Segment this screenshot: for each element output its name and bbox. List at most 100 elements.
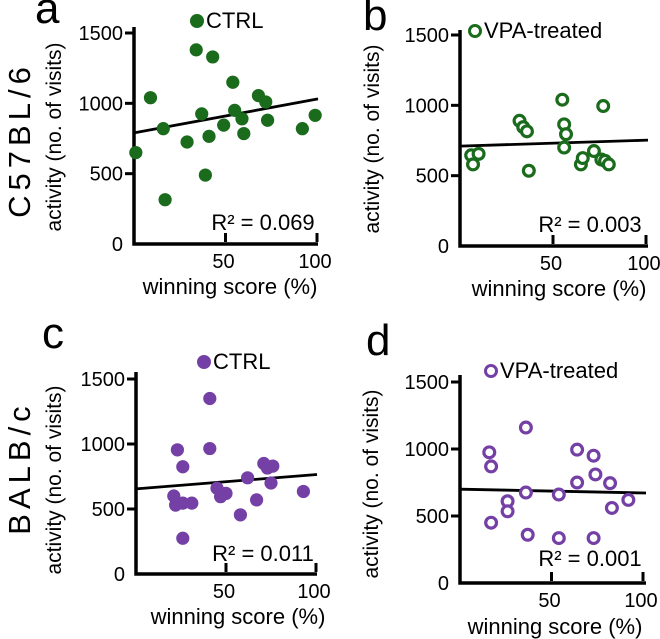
ctrl-filled-dot-icon [190, 14, 204, 28]
data-point-c [185, 496, 199, 510]
data-point-c [203, 441, 217, 456]
y-tick-label-d: 500 [416, 506, 449, 528]
data-point-d [520, 527, 535, 542]
data-point-a [129, 145, 143, 160]
axes-b [458, 30, 648, 248]
x-tick-label-c: 100 [297, 581, 330, 603]
data-point-d [551, 531, 566, 546]
data-point-a [259, 95, 273, 109]
trend-line-c [135, 473, 318, 491]
data-point-d [482, 445, 497, 460]
x-tick-label-c: 50 [213, 581, 235, 603]
r-squared-a: R² = 0.069 [211, 210, 315, 235]
data-point-c [219, 486, 233, 500]
data-point-c [233, 508, 247, 522]
data-point-b [559, 127, 574, 142]
data-point-a [202, 129, 216, 143]
axes-c [134, 372, 317, 576]
data-point-d [588, 467, 603, 482]
row-label-balbc: BALB/c [2, 401, 37, 535]
data-point-d [551, 487, 566, 502]
y-tick-label-b: 0 [438, 236, 449, 258]
y-tick-label-c: 0 [114, 564, 125, 586]
legend-label-b: VPA-treated [484, 18, 603, 43]
data-point-a [295, 122, 309, 136]
x-tick-label-d: 50 [538, 590, 560, 612]
data-point-a [180, 135, 194, 149]
y-tick-label-b: 500 [416, 166, 449, 188]
data-point-c [296, 484, 310, 499]
y-tick-label-a: 1500 [79, 23, 124, 45]
y-tick-label-a: 500 [90, 164, 123, 186]
data-point-a [226, 75, 240, 89]
x-tick-label-b: 100 [627, 253, 660, 275]
data-point-a [235, 112, 249, 126]
y-tick-label-b: 1000 [405, 95, 450, 117]
x-axis-label-b: winning score (%) [471, 276, 647, 301]
legend-label-d: VPA-treated [500, 358, 619, 383]
legend-c: CTRL [197, 349, 270, 375]
data-point-a [158, 193, 172, 207]
data-point-d [586, 531, 601, 546]
data-point-a [195, 107, 209, 121]
trend-line-b [459, 138, 649, 148]
panel-letter-c: c [42, 309, 64, 358]
data-point-c [250, 493, 264, 507]
data-point-c [264, 476, 278, 490]
vpa-open-circle-icon [484, 364, 498, 378]
data-point-d [603, 476, 618, 491]
axes-a [132, 27, 318, 246]
data-point-b [555, 92, 570, 107]
y-tick-label-a: 0 [112, 234, 123, 256]
data-point-d [586, 448, 601, 463]
data-point-a [217, 118, 231, 132]
legend-b: VPA-treated [468, 18, 602, 44]
y-axis-label-d: activity (no. of visits) [360, 389, 383, 579]
panel-letter-b: b [363, 0, 388, 40]
data-point-b [575, 151, 590, 166]
data-point-d [604, 500, 619, 515]
data-point-b [466, 157, 481, 172]
axes-d [458, 375, 646, 585]
r-squared-d: R² = 0.001 [538, 546, 642, 571]
data-point-d [621, 492, 636, 507]
data-point-b [596, 99, 611, 114]
data-point-a [198, 168, 212, 182]
data-point-d [570, 442, 585, 457]
y-axis-label-c: activity (no. of visits) [43, 385, 66, 575]
data-point-c [241, 471, 255, 485]
vpa-open-circle-icon [468, 24, 482, 38]
data-point-c [170, 443, 184, 457]
x-axis-label-d: winning score (%) [467, 614, 643, 639]
data-point-a [143, 91, 158, 105]
legend-label-c: CTRL [213, 349, 271, 374]
data-point-c [203, 391, 217, 406]
y-tick-label-c: 1500 [81, 369, 126, 391]
legend-label-a: CTRL [206, 8, 264, 33]
y-axis-label-b: activity (no. of visits) [361, 44, 384, 234]
x-tick-label-a: 50 [212, 251, 234, 273]
data-point-a [308, 108, 322, 122]
y-tick-label-c: 500 [92, 499, 125, 521]
data-point-a [206, 50, 220, 64]
x-axis-label-c: winning score (%) [150, 604, 326, 629]
ctrl-filled-dot-icon [197, 355, 211, 369]
data-point-a [237, 126, 251, 141]
data-point-d [570, 475, 585, 490]
data-point-d [500, 504, 515, 519]
x-tick-label-a: 100 [298, 251, 331, 273]
data-point-c [266, 459, 280, 473]
y-tick-label-b: 1500 [405, 25, 450, 47]
data-point-b [601, 157, 616, 172]
y-axis-label-a: activity (no. of visits) [43, 42, 66, 232]
legend-a: CTRL [190, 8, 263, 34]
data-point-b [586, 144, 601, 159]
x-axis-label-a: winning score (%) [142, 274, 318, 299]
data-point-a [156, 122, 170, 136]
r-squared-c: R² = 0.011 [212, 541, 314, 566]
data-point-b [471, 146, 486, 161]
y-tick-label-a: 1000 [79, 93, 124, 115]
data-point-b [557, 140, 572, 155]
